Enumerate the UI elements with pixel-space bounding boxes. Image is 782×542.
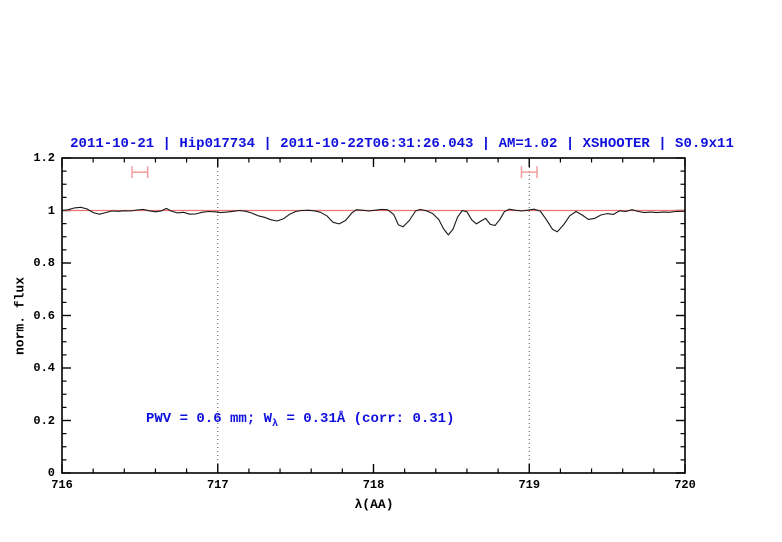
y-tick-label: 0.2: [33, 413, 55, 428]
y-tick-label: 0.6: [33, 308, 55, 323]
y-tick-label: 0.4: [33, 361, 55, 375]
x-axis-label: λ(AA): [354, 497, 394, 512]
y-axis-label: norm. flux: [12, 276, 28, 356]
plot-frame: [61, 157, 686, 474]
pwv-annotation: PWV = 0.6 mm; Wλ = 0.31Å (corr: 0.31): [146, 411, 455, 430]
x-tick-label: 720: [674, 478, 696, 492]
annotation-text-post: = 0.31Å (corr: 0.31): [278, 411, 455, 427]
x-tick-label: 717: [206, 478, 229, 492]
x-tick-label: 718: [362, 478, 385, 492]
y-tick-label: 0.8: [33, 256, 55, 270]
y-tick-label: 1: [47, 203, 55, 218]
y-tick-label: 0: [47, 466, 55, 480]
x-tick-label: 719: [518, 478, 541, 492]
spectrum-line: [61, 206, 686, 236]
y-tick-label: 1.2: [33, 151, 55, 165]
annotation-text-pre: PWV = 0.6 mm; W: [146, 411, 273, 427]
annotation-lambda-subscript: λ: [272, 418, 279, 430]
plot-title: 2011-10-21 | Hip017734 | 2011-10-22T06:3…: [70, 136, 734, 152]
x-tick-label: 716: [51, 478, 73, 492]
